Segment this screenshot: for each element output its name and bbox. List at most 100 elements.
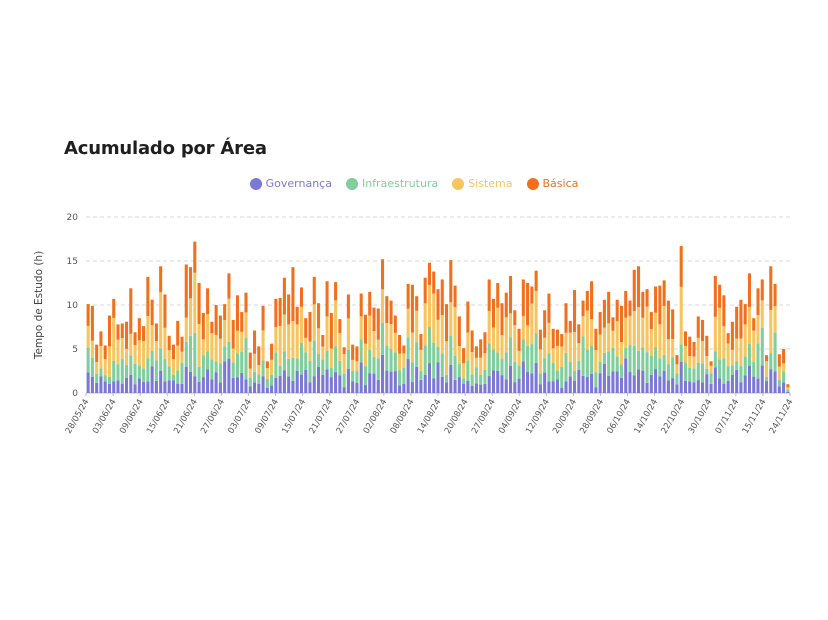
bar-segment-básica [611, 317, 615, 331]
bar-segment-infraestrutura [376, 358, 380, 380]
bar-segment-governança [86, 372, 90, 393]
bar-segment-sistema [615, 321, 619, 357]
bar-segment-governança [752, 376, 756, 393]
bar-segment-governança [577, 369, 581, 393]
bar-segment-sistema [773, 306, 777, 333]
bar-segment-sistema [218, 338, 222, 364]
legend-item-governança[interactable]: Governança [249, 177, 332, 190]
bar-segment-sistema [632, 311, 636, 346]
bar-segment-básica [628, 300, 632, 316]
bar-segment-básica [560, 334, 564, 347]
legend-item-sistema[interactable]: Sistema [452, 177, 513, 190]
bar-segment-sistema [274, 327, 278, 353]
bar-segment-infraestrutura [90, 357, 94, 377]
bar-segment-sistema [321, 346, 325, 360]
bar-segment-governança [278, 375, 282, 393]
bar-segment-infraestrutura [261, 360, 265, 377]
bar-segment-governança [325, 369, 329, 393]
bar-segment-governança [547, 381, 551, 393]
bar-segment-sistema [709, 365, 713, 374]
bar-segment-infraestrutura [709, 373, 713, 384]
bar-segment-governança [483, 383, 487, 393]
bar-segment-governança [193, 376, 197, 393]
bar-segment-básica [154, 323, 158, 342]
bar-segment-infraestrutura [223, 346, 227, 362]
legend-item-básica[interactable]: Básica [526, 177, 578, 190]
legend-item-infraestrutura[interactable]: Infraestrutura [345, 177, 438, 190]
bar-segment-infraestrutura [777, 379, 781, 387]
bar-segment-básica [120, 323, 124, 339]
bar-segment-infraestrutura [543, 358, 547, 373]
bar-segment-sistema [270, 359, 274, 375]
bar-segment-governança [449, 364, 453, 393]
bar-segment-básica [782, 349, 786, 364]
bar-segment-básica [329, 312, 333, 349]
bar-segment-sistema [410, 332, 414, 363]
bar-segment-infraestrutura [142, 368, 146, 383]
bar-segment-básica [675, 355, 679, 365]
bar-segment-básica [632, 269, 636, 312]
bar-segment-infraestrutura [453, 355, 457, 380]
bar-segment-básica [786, 384, 790, 388]
bar-segment-básica [671, 309, 675, 339]
legend-label: Governança [265, 177, 332, 190]
bar-segment-infraestrutura [739, 366, 743, 383]
bar-segment-governança [590, 373, 594, 393]
bar-segment-governança [555, 379, 559, 393]
bar-segment-infraestrutura [291, 357, 295, 381]
bar-segment-sistema [120, 338, 124, 360]
bar-segment-governança [457, 377, 461, 393]
bar-segment-sistema [107, 346, 111, 377]
bar-segment-básica [86, 304, 90, 326]
bar-segment-básica [112, 298, 116, 318]
bar-segment-governança [632, 375, 636, 393]
bar-segment-básica [359, 293, 363, 317]
x-tick-label: 09/07/24 [253, 398, 281, 436]
bar-segment-governança [274, 377, 278, 393]
bar-segment-infraestrutura [312, 340, 316, 377]
bar-segment-infraestrutura [594, 372, 598, 388]
bar-segment-básica [756, 288, 760, 316]
bar-segment-básica [363, 314, 367, 344]
bar-segment-básica [304, 318, 308, 338]
bar-segment-infraestrutura [496, 352, 500, 371]
bar-segment-governança [227, 358, 231, 393]
bar-segment-sistema [99, 346, 103, 369]
bar-segment-básica [308, 312, 312, 342]
bar-segment-sistema [517, 350, 521, 366]
bar-segment-sistema [590, 319, 594, 346]
bar-segment-básica [376, 308, 380, 340]
bar-segment-infraestrutura [449, 335, 453, 365]
bar-segment-infraestrutura [346, 349, 350, 369]
bar-segment-básica [346, 294, 350, 319]
bar-segment-sistema [705, 356, 709, 369]
bar-segment-governança [321, 374, 325, 393]
bar-segment-sistema [624, 317, 628, 348]
bar-segment-sistema [679, 286, 683, 345]
bar-segment-sistema [551, 348, 555, 363]
bar-segment-governança [628, 372, 632, 393]
bar-segment-básica [718, 284, 722, 308]
bar-segment-sistema [585, 310, 589, 350]
bar-segment-básica [747, 273, 751, 307]
bar-segment-governança [376, 379, 380, 393]
bar-segment-governança [389, 371, 393, 393]
bar-segment-infraestrutura [189, 335, 193, 372]
x-tick-label: 06/10/24 [605, 398, 633, 436]
bar-segment-básica [662, 280, 666, 306]
bar-segment-básica [206, 288, 210, 315]
bar-segment-infraestrutura [675, 373, 679, 385]
x-tick-label: 03/06/24 [91, 398, 119, 436]
bar-segment-sistema [560, 346, 564, 367]
bar-segment-sistema [782, 363, 786, 372]
bar-segment-sistema [282, 314, 286, 352]
bar-segment-infraestrutura [722, 358, 726, 384]
y-tick-label: 15 [67, 257, 78, 267]
y-tick-label: 0 [72, 389, 78, 399]
bar-segment-básica [440, 279, 444, 316]
bar-segment-infraestrutura [274, 352, 278, 378]
bar-segment-infraestrutura [521, 339, 525, 362]
bar-segment-governança [308, 382, 312, 393]
bar-segment-governança [363, 385, 367, 393]
